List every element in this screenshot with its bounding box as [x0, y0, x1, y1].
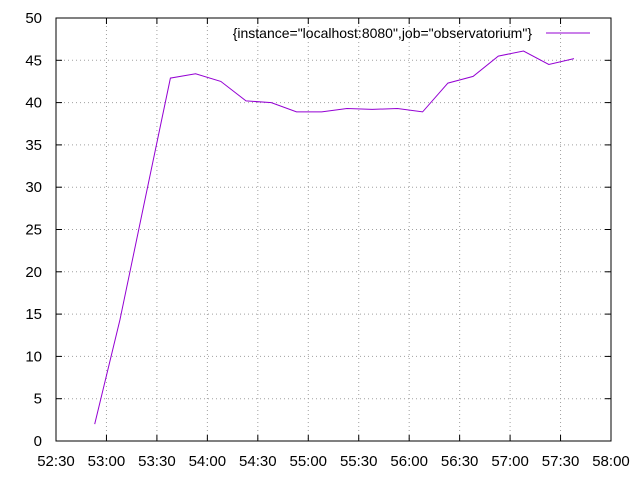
x-tick-label: 52:30	[37, 453, 75, 470]
y-tick-label: 25	[25, 222, 42, 239]
series-line	[94, 50, 575, 425]
x-tick-label: 56:00	[390, 453, 428, 470]
x-tick-label: 57:30	[542, 453, 580, 470]
y-tick-label: 10	[25, 348, 42, 365]
x-tick-label: 53:30	[138, 453, 176, 470]
x-tick-label: 56:30	[441, 453, 479, 470]
y-tick-label: 40	[25, 95, 42, 112]
x-tick-label: 53:00	[88, 453, 126, 470]
y-tick-label: 15	[25, 306, 42, 323]
y-tick-label: 0	[34, 433, 42, 450]
x-tick-label: 58:00	[592, 453, 630, 470]
y-tick-label: 35	[25, 137, 42, 154]
legend: {instance="localhost:8080",job="observat…	[233, 25, 590, 41]
x-tick-label: 57:00	[491, 453, 529, 470]
y-tick-label: 20	[25, 264, 42, 281]
y-tick-label: 30	[25, 179, 42, 196]
x-tick-label: 55:00	[289, 453, 327, 470]
grid	[56, 18, 611, 441]
x-tick-label: 54:30	[239, 453, 277, 470]
legend-label: {instance="localhost:8080",job="observat…	[233, 25, 533, 41]
ticks: 52:30 53:00 53:30 54:00 54:30 55:00 55:30 56:00…	[25, 10, 629, 470]
series-layer	[94, 50, 575, 425]
y-tick-label: 50	[25, 10, 42, 27]
y-tick-label: 5	[34, 391, 42, 408]
y-tick-label: 45	[25, 52, 42, 69]
x-tick-label: 55:30	[340, 453, 378, 470]
x-tick-label: 54:00	[189, 453, 227, 470]
